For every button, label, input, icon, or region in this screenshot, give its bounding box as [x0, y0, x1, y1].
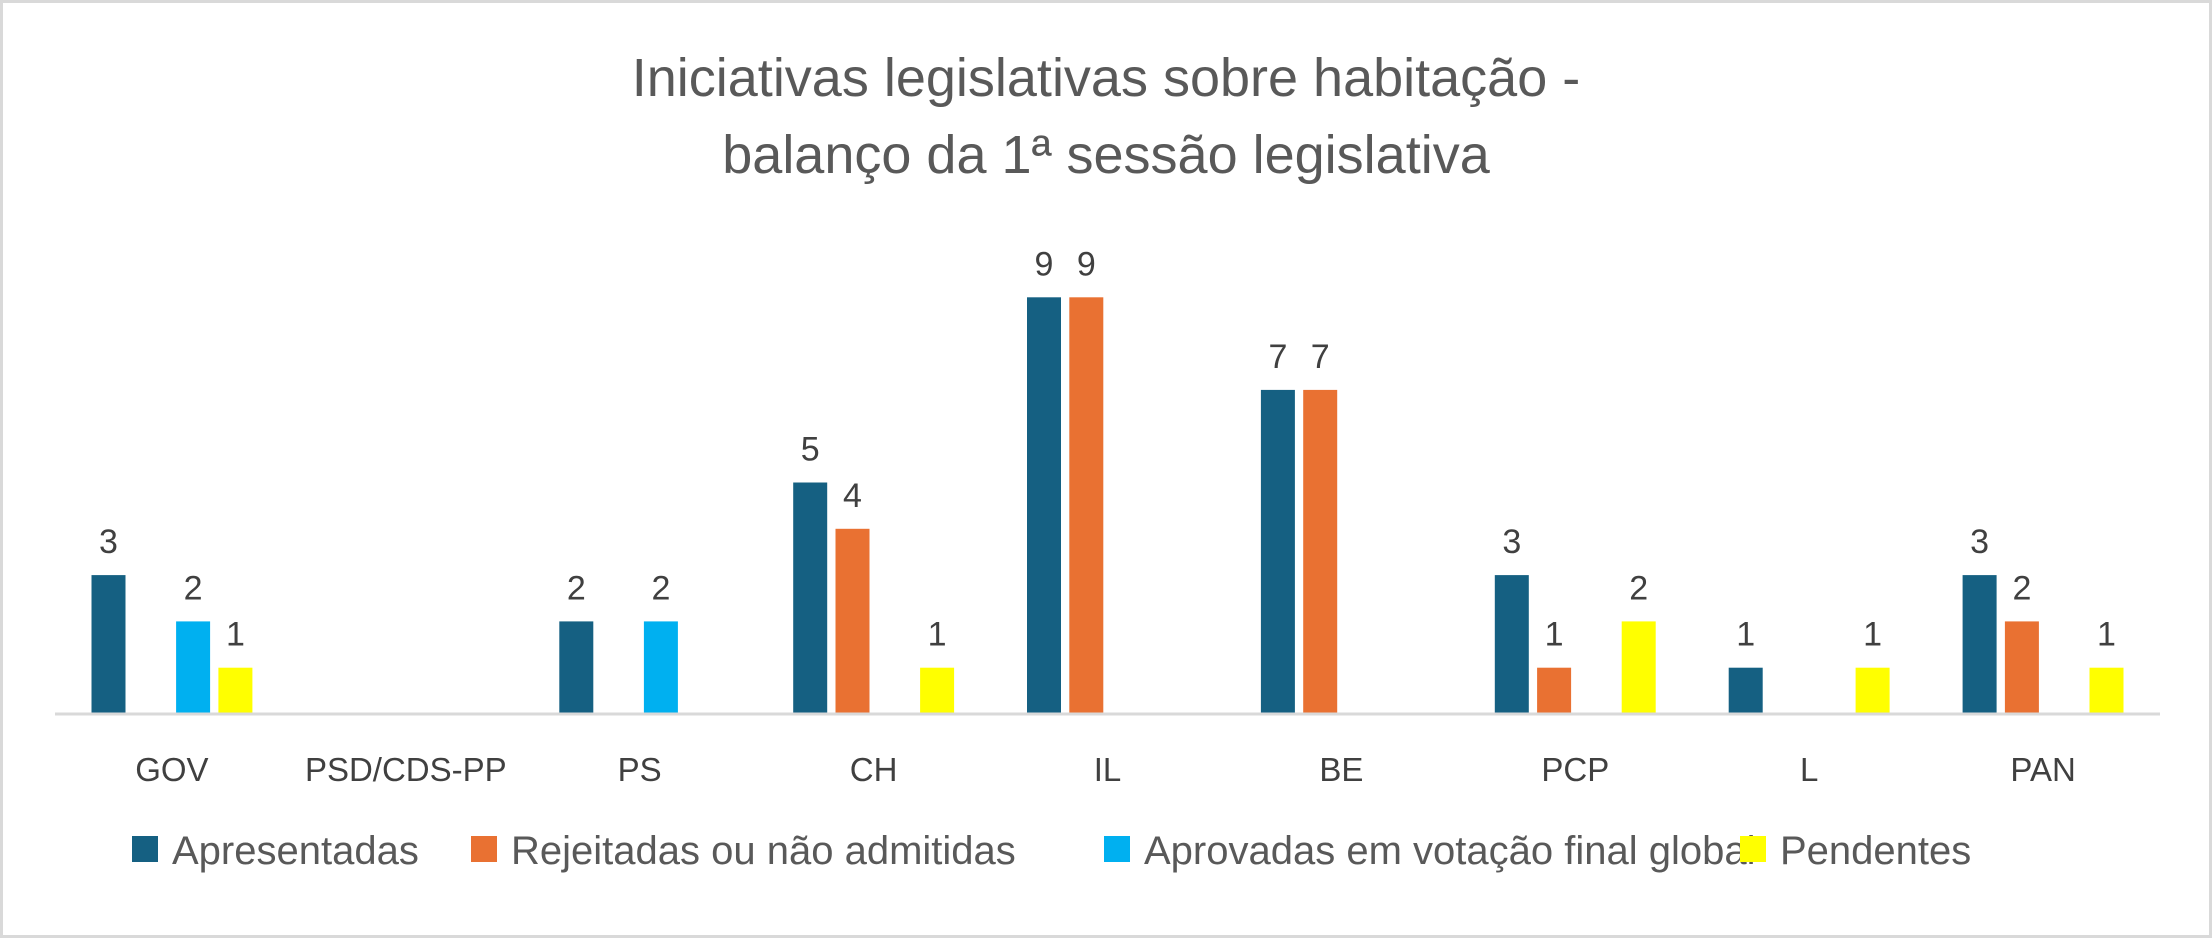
category-label: IL	[1094, 751, 1122, 788]
legend-label: Apresentadas	[172, 829, 419, 873]
category-label: PCP	[1541, 751, 1609, 788]
bar-ch-series-2	[835, 528, 870, 714]
bar-pan-series-1	[1962, 575, 1997, 714]
data-label: 2	[2012, 569, 2031, 607]
category-label: PAN	[2010, 751, 2075, 788]
category-label: PSD/CDS-PP	[305, 751, 507, 788]
bar-ps-series-1	[559, 621, 594, 714]
legend-swatch	[471, 836, 497, 862]
legend-swatch	[1740, 836, 1766, 862]
bar-l-series-1	[1728, 667, 1763, 714]
bar-pan-series-2	[2004, 621, 2039, 714]
legend-label: Aprovadas em votação final global	[1144, 829, 1755, 873]
bar-pcp-series-4	[1621, 621, 1656, 714]
data-label: 7	[1311, 338, 1330, 376]
data-label: 3	[1502, 523, 1521, 561]
chart-title: Iniciativas legislativas sobre habitação…	[632, 48, 1580, 185]
legend: Apresentadas Rejeitadas ou não admitidas A…	[132, 829, 1971, 873]
data-label: 9	[1077, 245, 1096, 283]
data-label: 2	[651, 569, 670, 607]
legend-swatch	[1104, 836, 1130, 862]
legend-label: Pendentes	[1780, 829, 1971, 873]
data-label: 1	[1863, 616, 1882, 654]
bar-ch-series-4	[920, 667, 955, 714]
data-label: 2	[184, 569, 203, 607]
bar-gov-series-1	[91, 575, 126, 714]
data-label: 2	[567, 569, 586, 607]
category-label: GOV	[135, 751, 208, 788]
bar-be-series-1	[1260, 389, 1295, 714]
bar-pan-series-4	[2089, 667, 2124, 714]
bar-pcp-series-2	[1537, 667, 1572, 714]
data-label: 1	[1736, 616, 1755, 654]
bar-pcp-series-1	[1494, 575, 1529, 714]
data-label: 1	[1545, 616, 1564, 654]
data-label: 7	[1268, 338, 1287, 376]
bar-ch-series-1	[793, 482, 828, 714]
bar-be-series-2	[1303, 389, 1338, 714]
data-label: 1	[226, 616, 245, 654]
data-label: 3	[1970, 523, 1989, 561]
category-label: PS	[618, 751, 662, 788]
bar-il-series-1	[1027, 297, 1061, 714]
chart-title-line-1: Iniciativas legislativas sobre habitação…	[632, 48, 1580, 108]
category-label: CH	[850, 751, 898, 788]
legend-label: Rejeitadas ou não admitidas	[511, 829, 1016, 873]
data-label: 3	[99, 523, 118, 561]
data-label: 5	[801, 431, 820, 469]
data-label: 4	[843, 477, 862, 515]
chart-title-line-2: balanço da 1ª sessão legislativa	[722, 125, 1490, 185]
data-label: 2	[1629, 569, 1648, 607]
data-label: 9	[1035, 245, 1054, 283]
bar-gov-series-4	[218, 667, 253, 714]
bars	[91, 297, 2124, 714]
category-label: BE	[1319, 751, 1363, 788]
bar-gov-series-3	[176, 621, 211, 714]
data-label: 1	[928, 616, 947, 654]
category-labels: GOV PSD/CDS-PP PS CH IL BE PCP L PAN	[135, 751, 2076, 788]
legend-swatch	[132, 836, 158, 862]
bar-il-series-2	[1069, 297, 1104, 714]
category-label: L	[1800, 751, 1818, 788]
bar-chart: Iniciativas legislativas sobre habitação…	[55, 48, 2160, 873]
bar-ps-series-3	[643, 621, 678, 714]
bar-l-series-4	[1855, 667, 1890, 714]
data-label: 1	[2097, 616, 2116, 654]
